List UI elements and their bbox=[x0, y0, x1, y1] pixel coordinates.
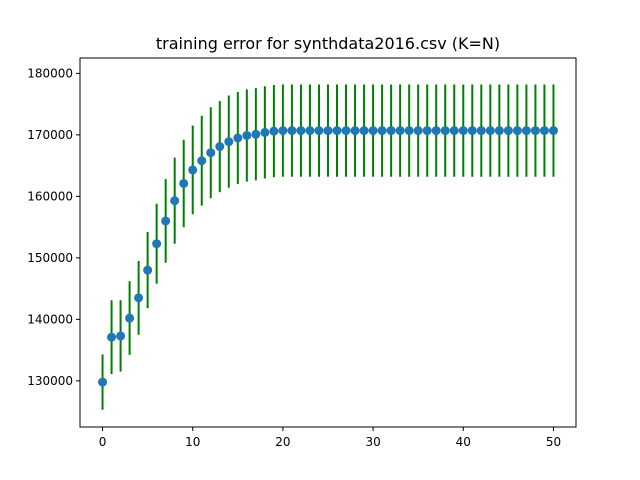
data-point bbox=[503, 126, 513, 136]
plot-frame bbox=[79, 57, 577, 428]
data-point bbox=[152, 239, 162, 249]
data-point bbox=[278, 126, 288, 136]
marker-layer bbox=[98, 126, 558, 387]
data-point bbox=[332, 126, 342, 136]
data-point bbox=[161, 216, 171, 226]
data-point bbox=[188, 165, 198, 175]
data-point bbox=[539, 126, 549, 136]
data-point bbox=[458, 126, 468, 136]
chart-title: training error for synthdata2016.csv (K=… bbox=[156, 34, 500, 53]
data-point bbox=[467, 126, 477, 136]
data-point bbox=[494, 126, 504, 136]
data-point bbox=[206, 148, 216, 158]
x-tick-label: 30 bbox=[365, 435, 380, 449]
data-point bbox=[485, 126, 495, 136]
data-point bbox=[116, 331, 126, 341]
data-point bbox=[512, 126, 522, 136]
data-point bbox=[269, 126, 279, 136]
axes-layer: 0 10 20 30 40 50 130000 140000 150000 160000 17000… bbox=[27, 57, 577, 449]
y-tick-label: 180000 bbox=[27, 66, 73, 80]
data-point bbox=[476, 126, 486, 136]
data-point bbox=[422, 126, 432, 136]
y-tick-label: 160000 bbox=[27, 189, 73, 203]
data-point bbox=[224, 137, 234, 147]
data-point bbox=[305, 126, 315, 136]
x-tick-label: 0 bbox=[99, 435, 107, 449]
x-tick-label: 10 bbox=[185, 435, 200, 449]
data-point bbox=[251, 129, 261, 139]
data-point bbox=[548, 126, 558, 136]
data-point bbox=[368, 126, 378, 136]
x-tick-label: 20 bbox=[275, 435, 290, 449]
data-point bbox=[233, 133, 243, 143]
data-point bbox=[179, 178, 189, 188]
y-tick-label: 170000 bbox=[27, 128, 73, 142]
data-point bbox=[440, 126, 450, 136]
data-point bbox=[107, 332, 117, 342]
data-point bbox=[242, 130, 252, 140]
data-point bbox=[521, 126, 531, 136]
y-tick-label: 150000 bbox=[27, 251, 73, 265]
data-point bbox=[125, 313, 135, 323]
y-tick-label: 140000 bbox=[27, 312, 73, 326]
data-point bbox=[314, 126, 324, 136]
data-point bbox=[530, 126, 540, 136]
data-point bbox=[296, 126, 306, 136]
y-tick-label: 130000 bbox=[27, 374, 73, 388]
data-point bbox=[98, 377, 108, 387]
data-point bbox=[197, 156, 207, 166]
data-point bbox=[350, 126, 360, 136]
data-point bbox=[413, 126, 423, 136]
data-point bbox=[377, 126, 387, 136]
data-point bbox=[170, 196, 180, 206]
data-point bbox=[431, 126, 441, 136]
data-point bbox=[449, 126, 459, 136]
data-point bbox=[215, 142, 225, 152]
data-point bbox=[341, 126, 351, 136]
data-point bbox=[134, 293, 144, 303]
data-point bbox=[404, 126, 414, 136]
data-point bbox=[260, 127, 270, 137]
data-point bbox=[395, 126, 405, 136]
x-tick-label: 40 bbox=[456, 435, 471, 449]
data-point bbox=[359, 126, 369, 136]
x-tick-label: 50 bbox=[546, 435, 561, 449]
data-point bbox=[323, 126, 333, 136]
data-point bbox=[143, 265, 153, 275]
data-point bbox=[287, 126, 297, 136]
data-point bbox=[386, 126, 396, 136]
